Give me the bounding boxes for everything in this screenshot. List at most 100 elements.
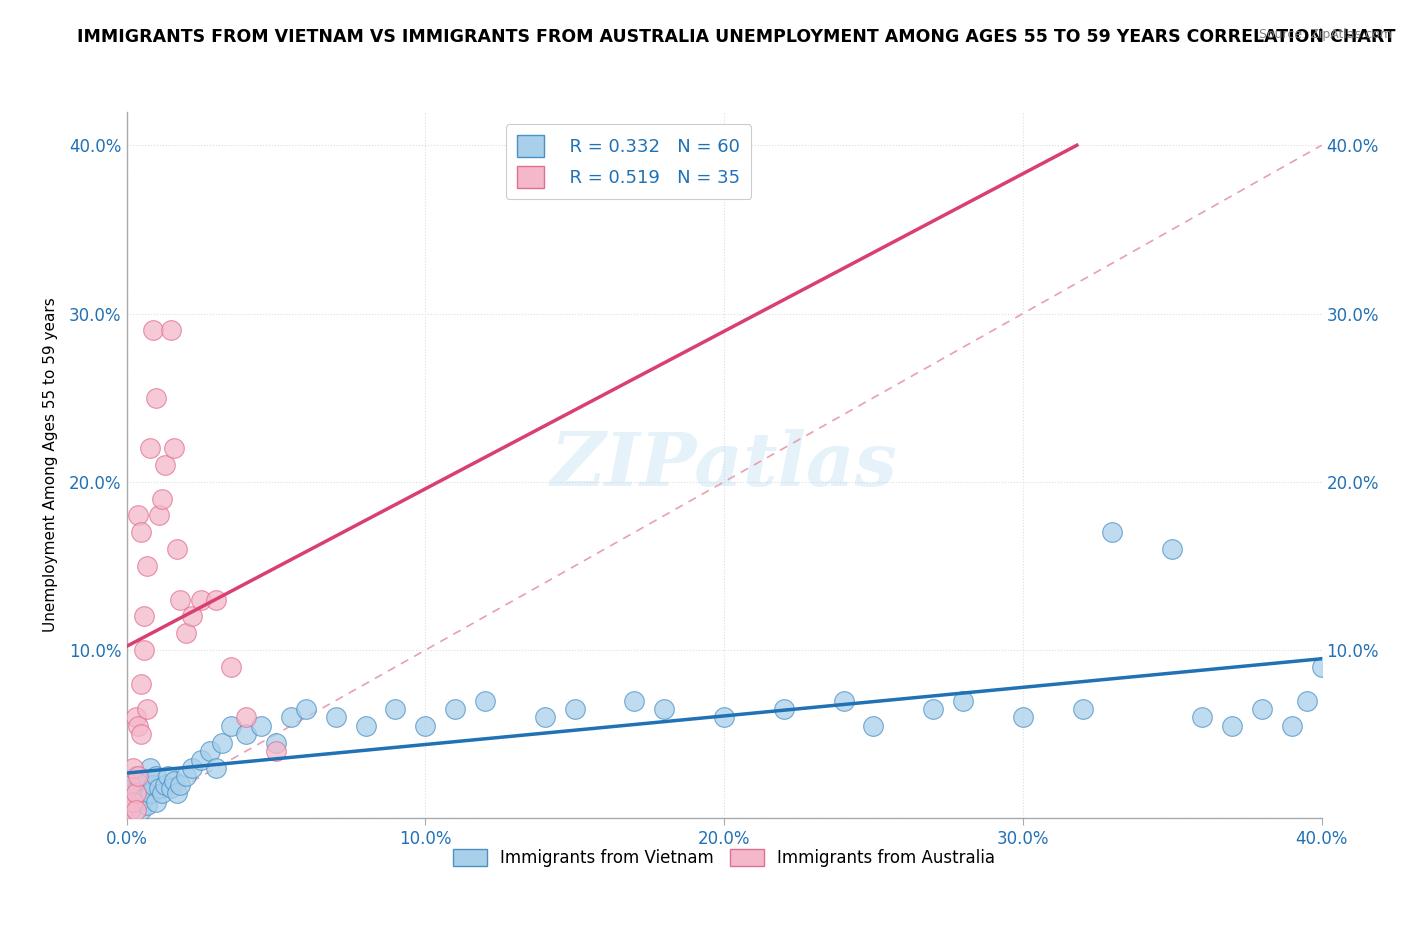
Point (124, 803, 146, 817)
Point (155, 777, 177, 792)
Point (148, 780, 170, 795)
Point (1310, 659, 1333, 674)
Point (134, 643, 156, 658)
Point (134, 609, 156, 624)
Point (166, 786, 188, 801)
Point (131, 727, 153, 742)
Point (174, 626, 197, 641)
Point (235, 727, 257, 742)
Point (134, 790, 156, 805)
Point (118, 777, 141, 792)
Point (169, 777, 191, 792)
Y-axis label: Unemployment Among Ages 55 to 59 years: Unemployment Among Ages 55 to 59 years (44, 298, 58, 632)
Point (121, 794, 143, 809)
Point (163, 774, 186, 789)
Point (152, 491, 174, 506)
Point (127, 718, 149, 733)
Point (444, 701, 467, 716)
Point (163, 441, 186, 456)
Point (139, 786, 162, 801)
Point (160, 780, 183, 795)
Legend: Immigrants from Vietnam, Immigrants from Australia: Immigrants from Vietnam, Immigrants from… (447, 843, 1001, 873)
Point (127, 780, 149, 795)
Point (211, 736, 233, 751)
Point (862, 718, 884, 733)
Point (190, 592, 212, 607)
Point (127, 508, 149, 523)
Point (152, 786, 174, 801)
Point (205, 592, 228, 607)
Point (325, 710, 347, 724)
Point (181, 609, 204, 624)
Point (713, 710, 735, 724)
Point (1251, 701, 1274, 716)
Point (121, 761, 143, 776)
Point (219, 718, 242, 733)
Point (652, 701, 675, 716)
Point (773, 701, 796, 716)
Point (131, 676, 153, 691)
Text: IMMIGRANTS FROM VIETNAM VS IMMIGRANTS FROM AUSTRALIA UNEMPLOYMENT AMONG AGES 55 : IMMIGRANTS FROM VIETNAM VS IMMIGRANTS FR… (77, 28, 1396, 46)
Point (142, 777, 165, 792)
Point (534, 710, 557, 724)
Point (124, 710, 146, 724)
Point (1220, 718, 1243, 733)
Point (124, 786, 146, 801)
Text: ZIPatlas: ZIPatlas (551, 429, 897, 501)
Point (1191, 710, 1213, 724)
Point (219, 659, 242, 674)
Point (235, 710, 257, 724)
Point (294, 701, 316, 716)
Point (155, 458, 177, 472)
Point (115, 794, 138, 809)
Point (136, 701, 159, 716)
Point (169, 592, 191, 607)
Point (1295, 693, 1317, 708)
Point (131, 525, 153, 539)
Point (145, 391, 167, 405)
Point (1101, 525, 1123, 539)
Point (139, 761, 162, 776)
Point (145, 794, 167, 809)
Point (564, 701, 586, 716)
Point (922, 701, 945, 716)
Point (474, 693, 496, 708)
Point (623, 693, 645, 708)
Point (127, 769, 149, 784)
Point (200, 744, 222, 759)
Point (136, 798, 159, 813)
Point (121, 786, 143, 801)
Point (174, 769, 197, 784)
Point (190, 752, 212, 767)
Point (1161, 541, 1184, 556)
Point (145, 769, 167, 784)
Point (131, 774, 153, 789)
Text: Source: ZipAtlas.com: Source: ZipAtlas.com (1258, 28, 1392, 41)
Point (1071, 701, 1094, 716)
Point (139, 441, 162, 456)
Point (148, 508, 170, 523)
Point (181, 761, 204, 776)
Point (118, 803, 141, 817)
Point (1281, 718, 1303, 733)
Point (354, 718, 377, 733)
Point (264, 744, 287, 759)
Point (384, 701, 406, 716)
Point (952, 693, 974, 708)
Point (136, 559, 159, 574)
Point (1011, 710, 1033, 724)
Point (264, 736, 287, 751)
Point (142, 323, 165, 338)
Point (118, 777, 141, 792)
Point (832, 693, 855, 708)
Point (280, 710, 302, 724)
Point (250, 718, 273, 733)
Point (415, 718, 437, 733)
Point (160, 323, 183, 338)
Point (131, 803, 153, 817)
Point (124, 769, 146, 784)
Point (205, 761, 228, 776)
Point (157, 769, 180, 784)
Point (124, 794, 146, 809)
Point (166, 541, 188, 556)
